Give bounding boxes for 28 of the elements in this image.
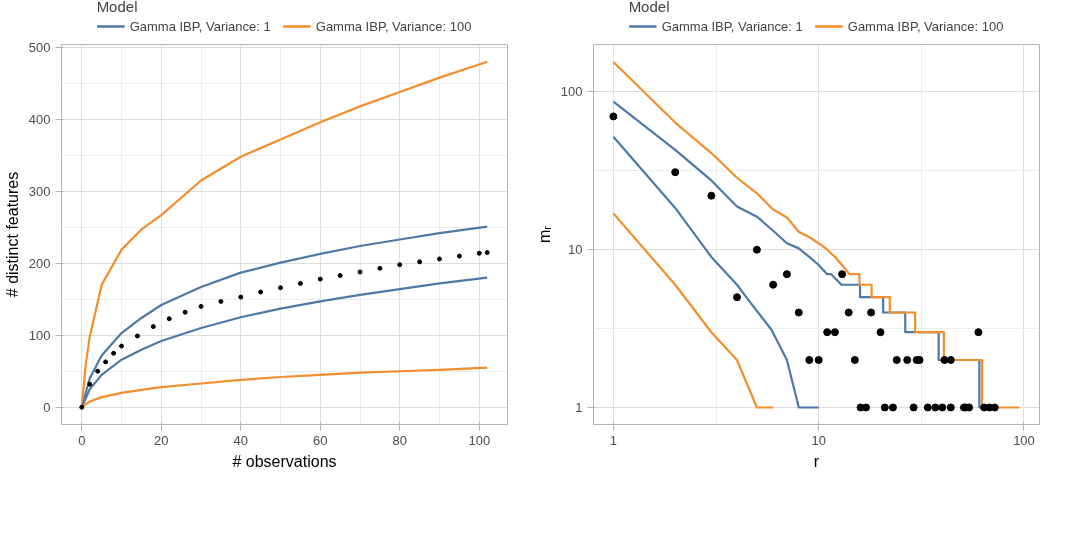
legend-label: Gamma IBP, Variance: 100 <box>847 18 1004 34</box>
y-tick-label: 10 <box>568 242 583 258</box>
x-tick-label: 10 <box>811 432 826 448</box>
x-tick-label: 40 <box>233 432 249 448</box>
y-tick-label: 100 <box>560 84 583 100</box>
y-axis-title: # distinct features <box>3 171 21 298</box>
y-axis-title: mᵣ <box>535 225 553 244</box>
x-axis-title: r <box>813 452 820 470</box>
legend-title: Model <box>628 0 671 15</box>
legend-label: Gamma IBP, Variance: 1 <box>661 18 803 34</box>
x-tick-label: 20 <box>154 432 169 448</box>
x-tick-label: 80 <box>392 432 408 448</box>
y-tick-label: 0 <box>43 399 51 415</box>
y-tick-label: 100 <box>28 327 51 343</box>
x-tick-label: 100 <box>468 432 491 448</box>
y-tick-label: 500 <box>28 39 51 55</box>
y-tick-label: 200 <box>28 255 51 271</box>
x-tick-label: 0 <box>78 432 86 448</box>
y-tick-label: 400 <box>28 111 51 127</box>
x-tick-label: 100 <box>1013 432 1035 448</box>
legend-title: Model <box>96 0 139 15</box>
x-axis-title: # observations <box>232 452 337 470</box>
x-tick-label: 1 <box>609 432 618 448</box>
legend-label: Gamma IBP, Variance: 100 <box>315 18 472 34</box>
y-tick-label: 1 <box>575 399 583 415</box>
x-tick-label: 60 <box>313 432 328 448</box>
y-tick-label: 300 <box>28 183 51 199</box>
legend-label: Gamma IBP, Variance: 1 <box>129 18 271 34</box>
